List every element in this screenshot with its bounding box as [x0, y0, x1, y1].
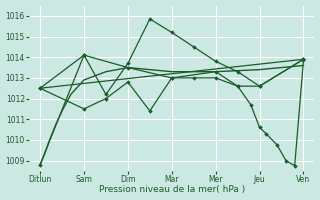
- X-axis label: Pression niveau de la mer( hPa ): Pression niveau de la mer( hPa ): [99, 185, 245, 194]
